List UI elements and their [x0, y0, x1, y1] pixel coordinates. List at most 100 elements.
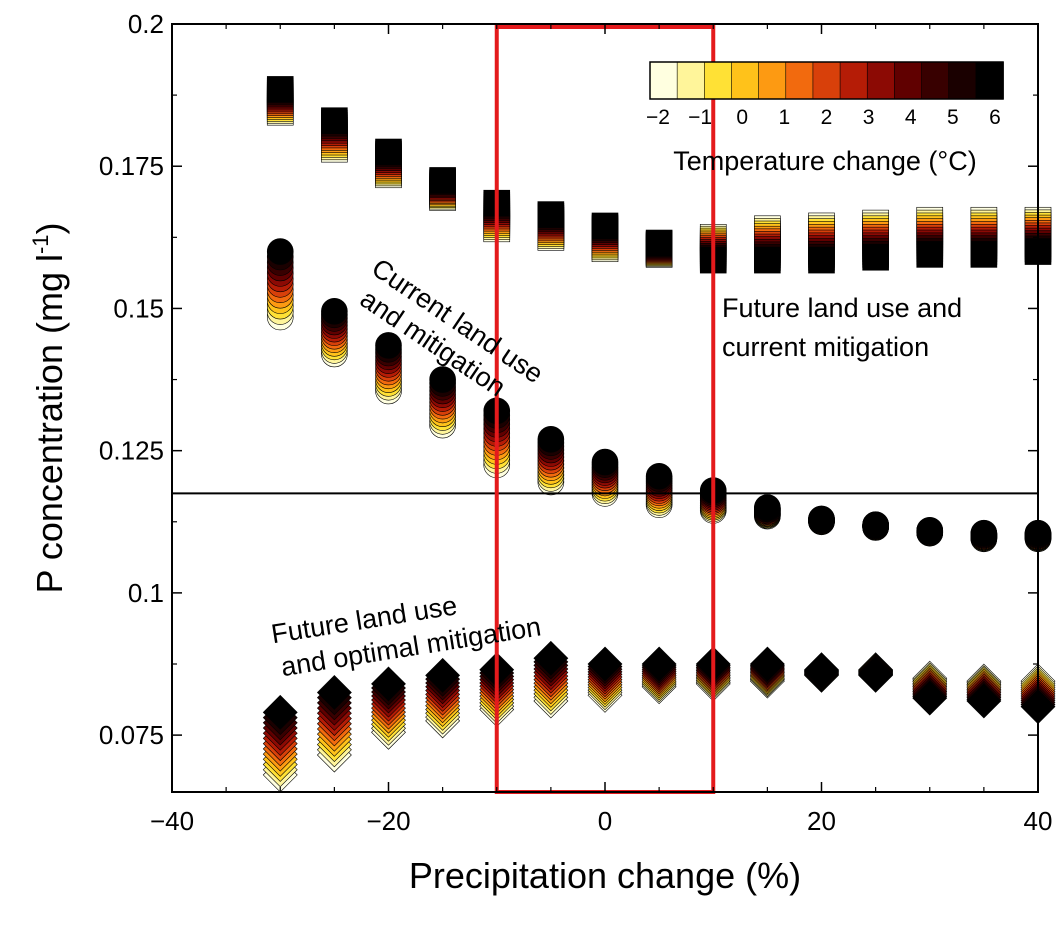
square-marker: [862, 243, 889, 271]
circle-marker: [970, 519, 998, 547]
x-tick-label: 0: [598, 806, 612, 836]
circle-marker: [429, 366, 456, 393]
square-marker: [754, 246, 781, 274]
marker-stack: [425, 657, 461, 739]
circle-marker: [645, 462, 673, 490]
circle-marker: [537, 425, 565, 453]
marker-stack: [591, 448, 619, 507]
colorbar-title: Temperature change (°C): [673, 146, 976, 176]
diamond-marker: [966, 683, 1002, 719]
colorbar-cell: [758, 61, 787, 100]
marker-stack: [429, 167, 456, 211]
marker-stack: [862, 209, 889, 271]
marker-stack: [537, 201, 565, 251]
colorbar-tick-label: −2: [646, 106, 670, 129]
marker-stack: [916, 206, 944, 268]
colorbar: −2 −1 0 1 2 3 4 5 6 Temperature change (°C): [646, 61, 1004, 176]
marker-stack: [266, 238, 294, 331]
diamond-marker: [425, 657, 461, 693]
y-tick-label: 0.15: [113, 293, 164, 323]
marker-stack: [970, 206, 998, 268]
square-marker: [645, 229, 673, 257]
colorbar-tick-label: 5: [947, 106, 959, 129]
square-marker: [321, 107, 348, 135]
circle-marker: [591, 448, 619, 476]
circle-marker: [754, 494, 781, 521]
x-tick-label: 40: [1024, 806, 1053, 836]
marker-stack: [645, 462, 673, 519]
colorbar-cell: [921, 61, 950, 100]
marker-stack: [591, 212, 619, 263]
circle-marker: [321, 297, 348, 325]
colorbar-cell: [704, 61, 733, 100]
marker-stack: [916, 517, 944, 547]
square-marker: [537, 201, 565, 228]
colorbar-ticks: −2 −1 0 1 2 3 4 5 6: [646, 106, 1001, 129]
marker-stack: [375, 332, 402, 405]
circle-marker: [266, 238, 294, 265]
x-axis-title: Precipitation change (%): [409, 855, 801, 896]
marker-stack: [429, 366, 456, 439]
colorbar-cells: [649, 61, 1004, 100]
marker-stack: [587, 646, 623, 713]
marker-stack: [754, 494, 781, 530]
diamond-marker: [804, 652, 839, 688]
marker-stack: [966, 663, 1002, 719]
data-markers: [262, 76, 1056, 793]
colorbar-cell: [839, 61, 869, 100]
annotation-future-current-line-1: Future land use and: [722, 293, 962, 323]
marker-stack: [321, 297, 348, 368]
y-tick-label: 0.125: [99, 436, 164, 466]
circle-marker: [916, 517, 944, 544]
colorbar-cell: [866, 61, 896, 100]
square-marker: [375, 138, 402, 166]
colorbar-cell: [975, 61, 1004, 100]
y-axis-title-main: P concentration (mg l: [29, 254, 70, 594]
y-tick-label: 0.1: [128, 578, 164, 608]
marker-stack: [804, 652, 839, 693]
x-tick-label: −20: [366, 806, 410, 836]
colorbar-tick-label: 0: [736, 106, 748, 129]
marker-stack: [645, 229, 673, 268]
marker-stack: [641, 646, 677, 705]
marker-stack: [537, 425, 565, 496]
y-tick-label: 0.2: [128, 9, 164, 39]
circle-marker: [862, 511, 889, 538]
marker-stack: [321, 107, 348, 163]
y-axis-title-tail: ): [29, 222, 70, 234]
colorbar-frame: [649, 61, 1004, 100]
annotation-future-current-line-2: current mitigation: [722, 332, 929, 362]
colorbar-tick-label: 6: [989, 106, 1001, 129]
marker-stack: [749, 646, 785, 699]
circle-marker: [375, 332, 402, 359]
diamond-marker: [316, 675, 352, 710]
diamond-marker: [858, 657, 894, 693]
diamond-marker: [371, 666, 406, 702]
colorbar-cell: [894, 61, 923, 100]
colorbar-tick-label: −1: [688, 106, 712, 129]
square-marker: [970, 241, 998, 268]
diamond-marker: [262, 694, 298, 730]
annotation-future-current-mitigation: Future land use and current mitigation: [722, 293, 962, 362]
marker-stack: [808, 505, 835, 536]
marker-stack: [912, 660, 948, 716]
square-marker: [266, 76, 294, 103]
colorbar-tick-label: 4: [905, 106, 917, 129]
colorbar-tick-label: 1: [779, 106, 791, 129]
colorbar-cell: [785, 61, 814, 100]
marker-stack: [375, 138, 402, 189]
y-tick-label: 0.075: [99, 720, 164, 750]
marker-stack: [266, 76, 294, 126]
colorbar-tick-label: 2: [821, 106, 833, 129]
marker-stack: [262, 694, 298, 793]
y-axis-title: P concentration (mg l-1): [28, 222, 70, 593]
marker-stack: [862, 511, 889, 541]
marker-stack: [371, 666, 406, 750]
colorbar-tick-label: 3: [863, 106, 875, 129]
x-tick-label: 20: [807, 806, 836, 836]
colorbar-cell: [676, 61, 706, 100]
marker-stack: [533, 640, 569, 719]
colorbar-cell: [812, 61, 841, 100]
